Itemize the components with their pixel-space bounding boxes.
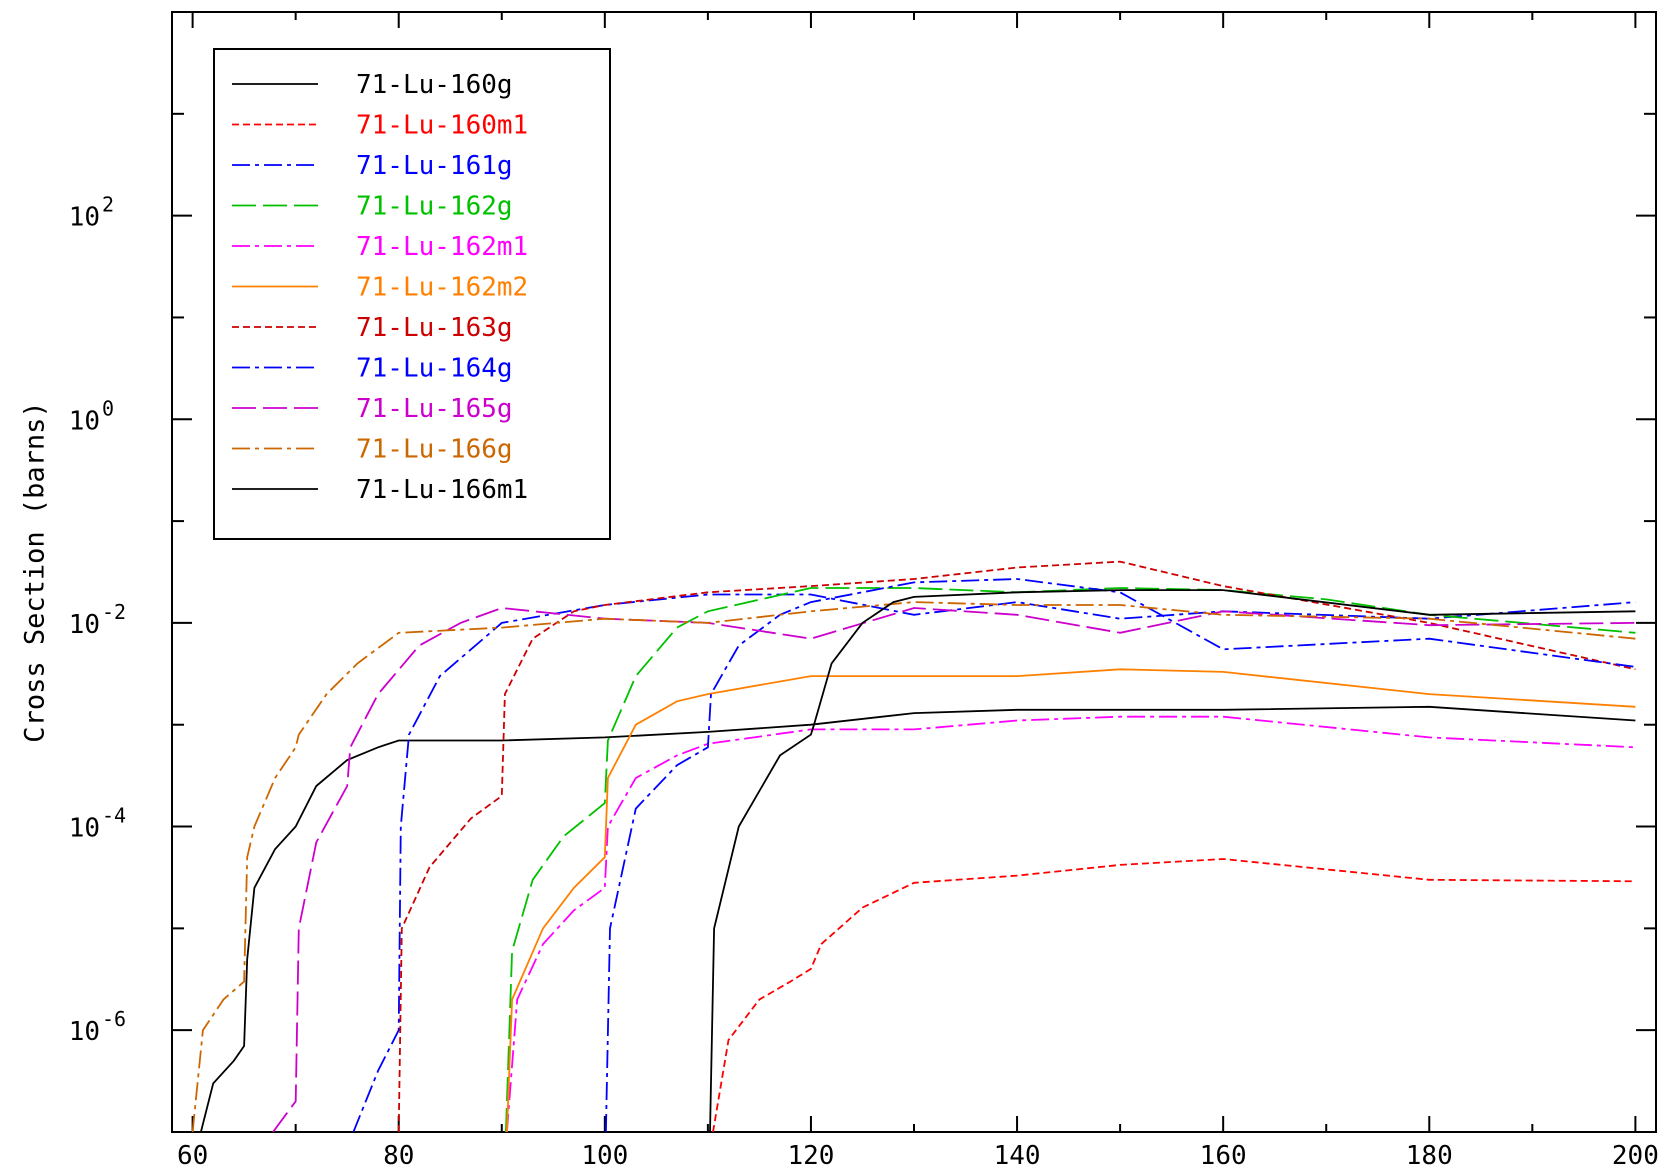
- y-tick-label: 10 -6: [69, 1007, 126, 1047]
- x-tick-label: 100: [581, 1141, 628, 1171]
- x-tick-label: 60: [177, 1141, 208, 1171]
- y-axis-title: Cross Section (barns): [20, 401, 51, 742]
- series-line-71-Lu-160g: [200, 705, 1636, 1132]
- series-line-71-Lu-161g: [352, 593, 1636, 1132]
- y-tick-base: 10: [69, 1017, 100, 1047]
- x-tick-label: 160: [1200, 1141, 1247, 1171]
- x-axis-tick-labels: 60 80 100 120 140 160 180 200: [177, 1141, 1659, 1171]
- legend-label: 71-Lu-163g: [356, 313, 513, 343]
- y-tick-base: 10: [69, 406, 100, 436]
- x-tick-label: 140: [994, 1141, 1041, 1171]
- legend: 71-Lu-160g 71-Lu-160m1 71-Lu-161g 71-Lu-162…: [213, 48, 611, 540]
- y-tick-base: 10: [69, 203, 100, 233]
- legend-label: 71-Lu-160g: [356, 70, 513, 100]
- y-tick-label: 10 0: [69, 396, 114, 436]
- x-tick-label: 200: [1612, 1141, 1659, 1171]
- series-line-71-Lu-163g: [397, 560, 1636, 1132]
- legend-label: 71-Lu-162m1: [356, 232, 528, 262]
- y-tick-exponent: 2: [102, 193, 114, 217]
- legend-box: [213, 48, 611, 540]
- series-line-71-Lu-162m1: [506, 715, 1636, 1132]
- y-tick-label: 10 2: [69, 193, 114, 233]
- legend-label: 71-Lu-164g: [356, 354, 513, 384]
- legend-label: 71-Lu-162g: [356, 192, 513, 222]
- y-tick-label: 10 -4: [69, 804, 126, 844]
- x-tick-label: 120: [787, 1141, 834, 1171]
- y-tick-base: 10: [69, 814, 100, 844]
- y-tick-exponent: -6: [102, 1007, 126, 1031]
- y-tick-label: 10 -2: [69, 600, 126, 640]
- y-tick-exponent: -4: [102, 804, 126, 828]
- y-tick-exponent: 0: [102, 396, 114, 420]
- x-tick-label: 80: [383, 1141, 414, 1171]
- series-line-71-Lu-162m2: [506, 668, 1636, 1132]
- series-line-71-Lu-164g: [605, 578, 1636, 1132]
- legend-label: 71-Lu-166g: [356, 435, 513, 465]
- series-line-71-Lu-160m1: [712, 858, 1636, 1132]
- y-tick-base: 10: [69, 610, 100, 640]
- legend-label: 71-Lu-160m1: [356, 111, 528, 141]
- legend-label: 71-Lu-161g: [356, 151, 513, 181]
- x-tick-label: 180: [1406, 1141, 1453, 1171]
- axis-ticks: [172, 12, 1656, 1132]
- series-line-71-Lu-165g: [272, 607, 1636, 1132]
- series-line-71-Lu-166m1: [709, 589, 1636, 1132]
- series-lines: [191, 560, 1636, 1132]
- legend-label: 71-Lu-162m2: [356, 273, 528, 303]
- series-line-71-Lu-166g: [191, 601, 1636, 1132]
- legend-label: 71-Lu-165g: [356, 394, 513, 424]
- series-line-71-Lu-162g: [505, 587, 1636, 1132]
- y-tick-exponent: -2: [102, 600, 126, 624]
- legend-label: 71-Lu-166m1: [356, 475, 528, 505]
